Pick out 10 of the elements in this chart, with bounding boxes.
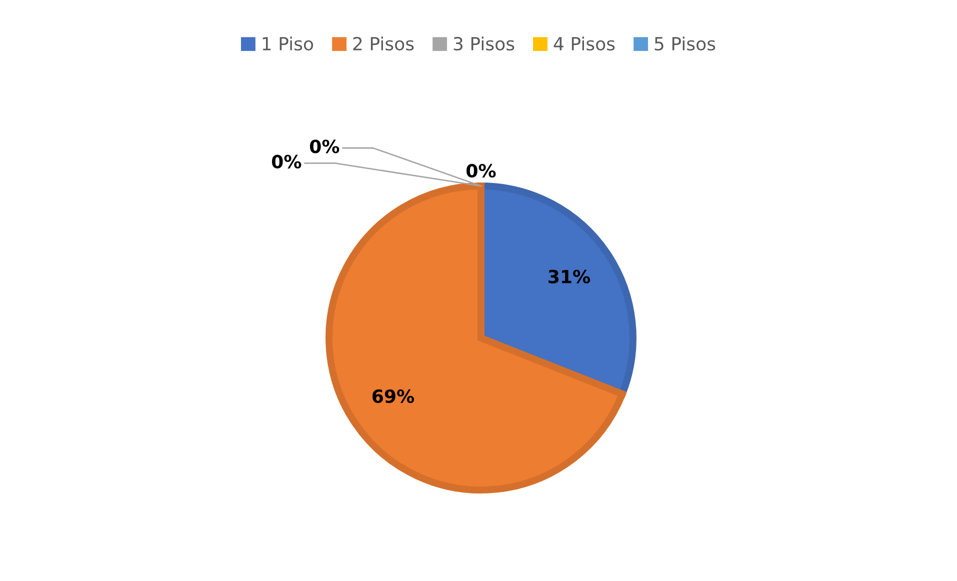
legend-label: 5 Pisos xyxy=(654,36,716,51)
legend-label: 2 Pisos xyxy=(353,36,414,51)
text: 0% xyxy=(272,154,302,168)
text: 0% xyxy=(466,164,496,178)
data-label: 69% xyxy=(372,389,414,404)
text: 0% xyxy=(310,140,340,154)
legend-label: 4 Pisos xyxy=(554,36,615,51)
data-label: 31% xyxy=(548,270,590,284)
legend-label: 3 Pisos xyxy=(454,36,514,51)
legend-label: 1 Piso xyxy=(262,36,314,51)
